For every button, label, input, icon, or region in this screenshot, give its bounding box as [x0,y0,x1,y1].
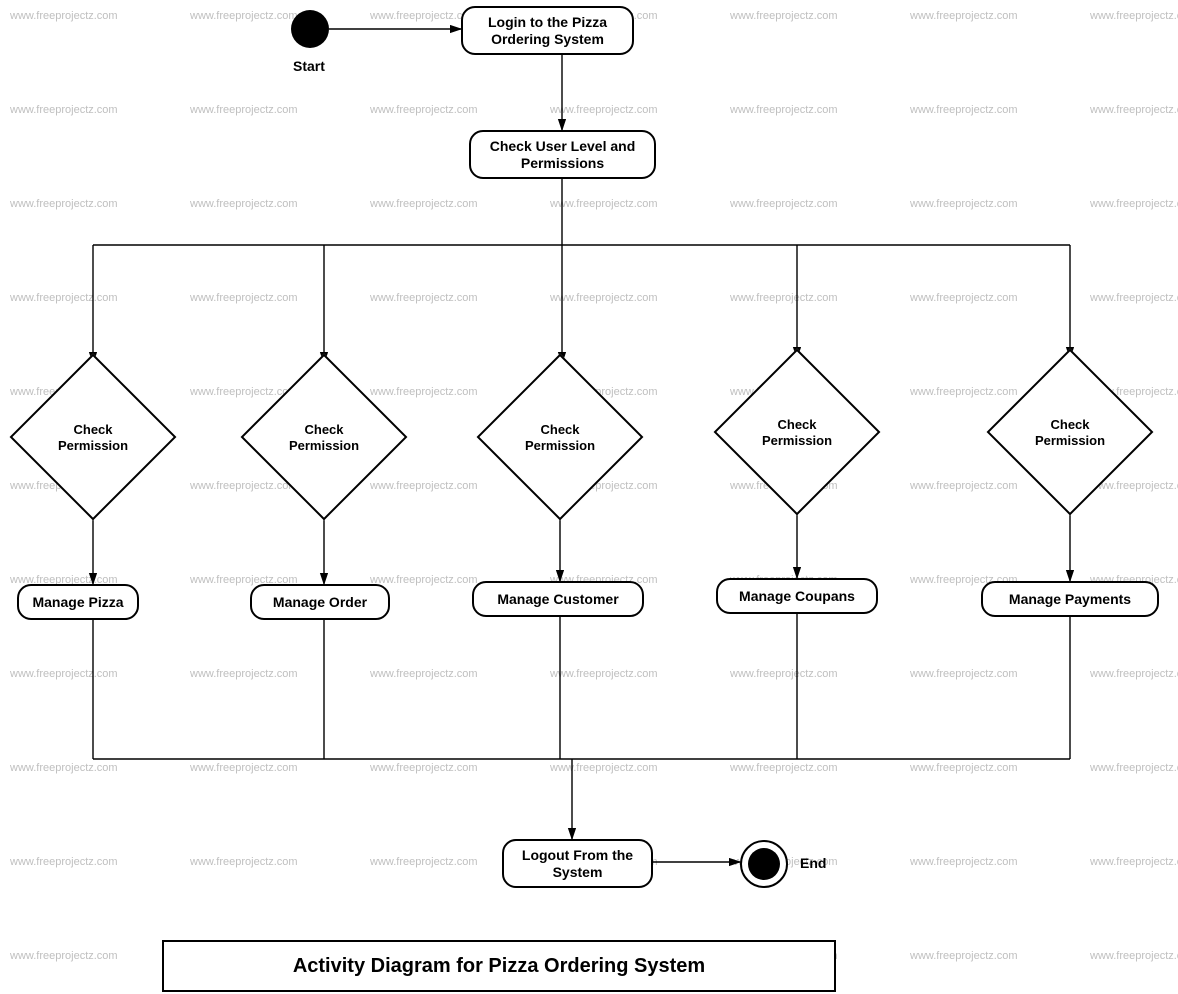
end-label: End [800,855,826,871]
start-label: Start [293,58,325,74]
check-permission-label-3: CheckPermission [742,417,852,448]
manage-pizza-box: Manage Pizza [17,584,139,620]
start-node [291,10,329,48]
check-permission-label-0: CheckPermission [38,422,148,453]
check-permission-label-1: CheckPermission [269,422,379,453]
manage-order-box: Manage Order [250,584,390,620]
check-user-box: Check User Level and Permissions [469,130,656,179]
diagram-title: Activity Diagram for Pizza Ordering Syst… [162,940,836,992]
logout-box: Logout From the System [502,839,653,888]
manage-coupans-box: Manage Coupans [716,578,878,614]
check-permission-label-4: CheckPermission [1015,417,1125,448]
check-permission-label-2: CheckPermission [505,422,615,453]
manage-customer-box: Manage Customer [472,581,644,617]
login-box: Login to the Pizza Ordering System [461,6,634,55]
end-node [740,840,788,888]
manage-payments-box: Manage Payments [981,581,1159,617]
